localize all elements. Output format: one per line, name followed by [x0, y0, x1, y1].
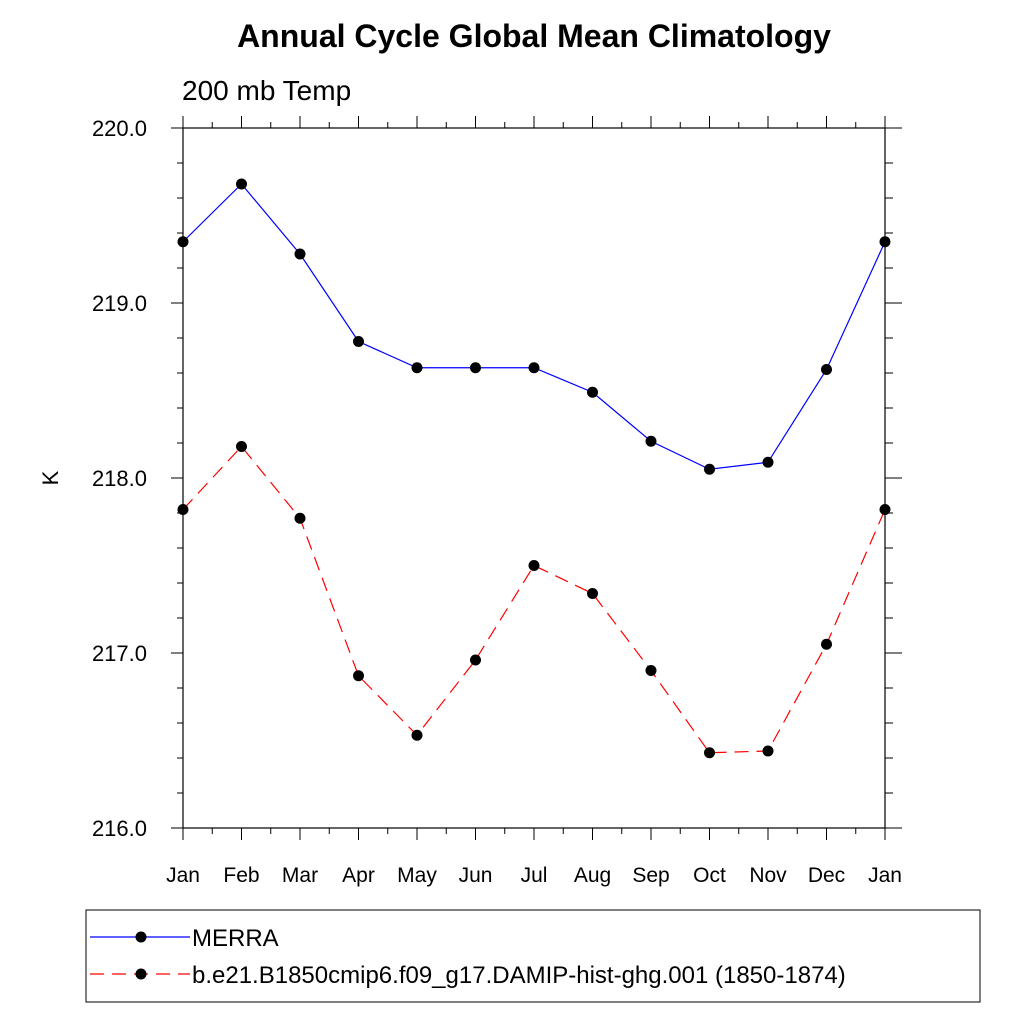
- chart-title: Annual Cycle Global Mean Climatology: [237, 18, 831, 54]
- data-point: [353, 670, 364, 682]
- data-point: [528, 362, 540, 374]
- data-point: [294, 248, 306, 260]
- data-point: [470, 362, 481, 374]
- x-tick-label: Jan: [166, 864, 200, 887]
- data-point: [411, 729, 423, 741]
- y-tick-label: 217.0: [92, 641, 147, 666]
- data-point: [587, 588, 598, 599]
- legend-item: MERRA: [90, 925, 279, 952]
- data-point: [294, 512, 306, 524]
- x-tick-label: May: [397, 864, 437, 887]
- data-point: [470, 654, 481, 666]
- data-point: [587, 386, 598, 398]
- y-tick-label: 219.0: [92, 291, 147, 316]
- x-tick-label: Jan: [868, 864, 902, 887]
- data-point: [762, 745, 774, 757]
- x-tick-label: Jul: [521, 864, 548, 887]
- data-point: [821, 638, 832, 650]
- data-point: [236, 441, 247, 452]
- y-axis-label: K: [38, 470, 63, 485]
- x-tick-label: Mar: [282, 864, 318, 887]
- y-tick-label: 220.0: [92, 116, 147, 141]
- axis-ticks: Jan Feb Mar Apr May Jun Jul Aug Sep Oct Nov Dec Jan 2…: [92, 116, 902, 887]
- x-tick-label: Feb: [223, 864, 259, 887]
- x-tick-label: Nov: [749, 864, 787, 887]
- plot-frame: [182, 127, 886, 829]
- series-layer: [177, 178, 891, 759]
- legend-marker: [135, 968, 147, 980]
- data-point: [528, 560, 540, 571]
- chart-subtitle: 200 mb Temp: [182, 75, 351, 106]
- legend-box: [85, 909, 981, 1003]
- series-2: [177, 441, 891, 759]
- data-point: [645, 435, 657, 447]
- legend: MERRA b.e21.B1850cmip6.f09_g17.DAMIP-hist…: [85, 909, 981, 1003]
- data-point: [704, 463, 715, 475]
- data-point: [704, 747, 715, 759]
- legend-item: b.e21.B1850cmip6.f09_g17.DAMIP-hist-ghg.…: [90, 962, 846, 989]
- legend-marker: [135, 931, 147, 943]
- series-1: [177, 178, 891, 475]
- x-tick-label: Jun: [459, 864, 493, 887]
- data-point: [821, 364, 832, 375]
- series-line: [182, 183, 886, 470]
- series-line: [182, 445, 886, 754]
- x-tick-label: Apr: [342, 864, 375, 887]
- data-point: [353, 336, 364, 347]
- data-point: [762, 456, 774, 468]
- x-tick-label: Dec: [808, 864, 845, 887]
- data-point: [236, 178, 247, 190]
- y-tick-label: 216.0: [92, 816, 147, 841]
- data-point: [645, 665, 657, 676]
- data-point: [411, 362, 423, 374]
- y-tick-label: 218.0: [92, 466, 147, 491]
- legend-label: MERRA: [192, 925, 279, 952]
- x-tick-label: Oct: [693, 864, 726, 887]
- x-tick-label: Sep: [632, 864, 669, 887]
- legend-label: b.e21.B1850cmip6.f09_g17.DAMIP-hist-ghg.…: [192, 962, 846, 989]
- x-tick-label: Aug: [574, 864, 611, 887]
